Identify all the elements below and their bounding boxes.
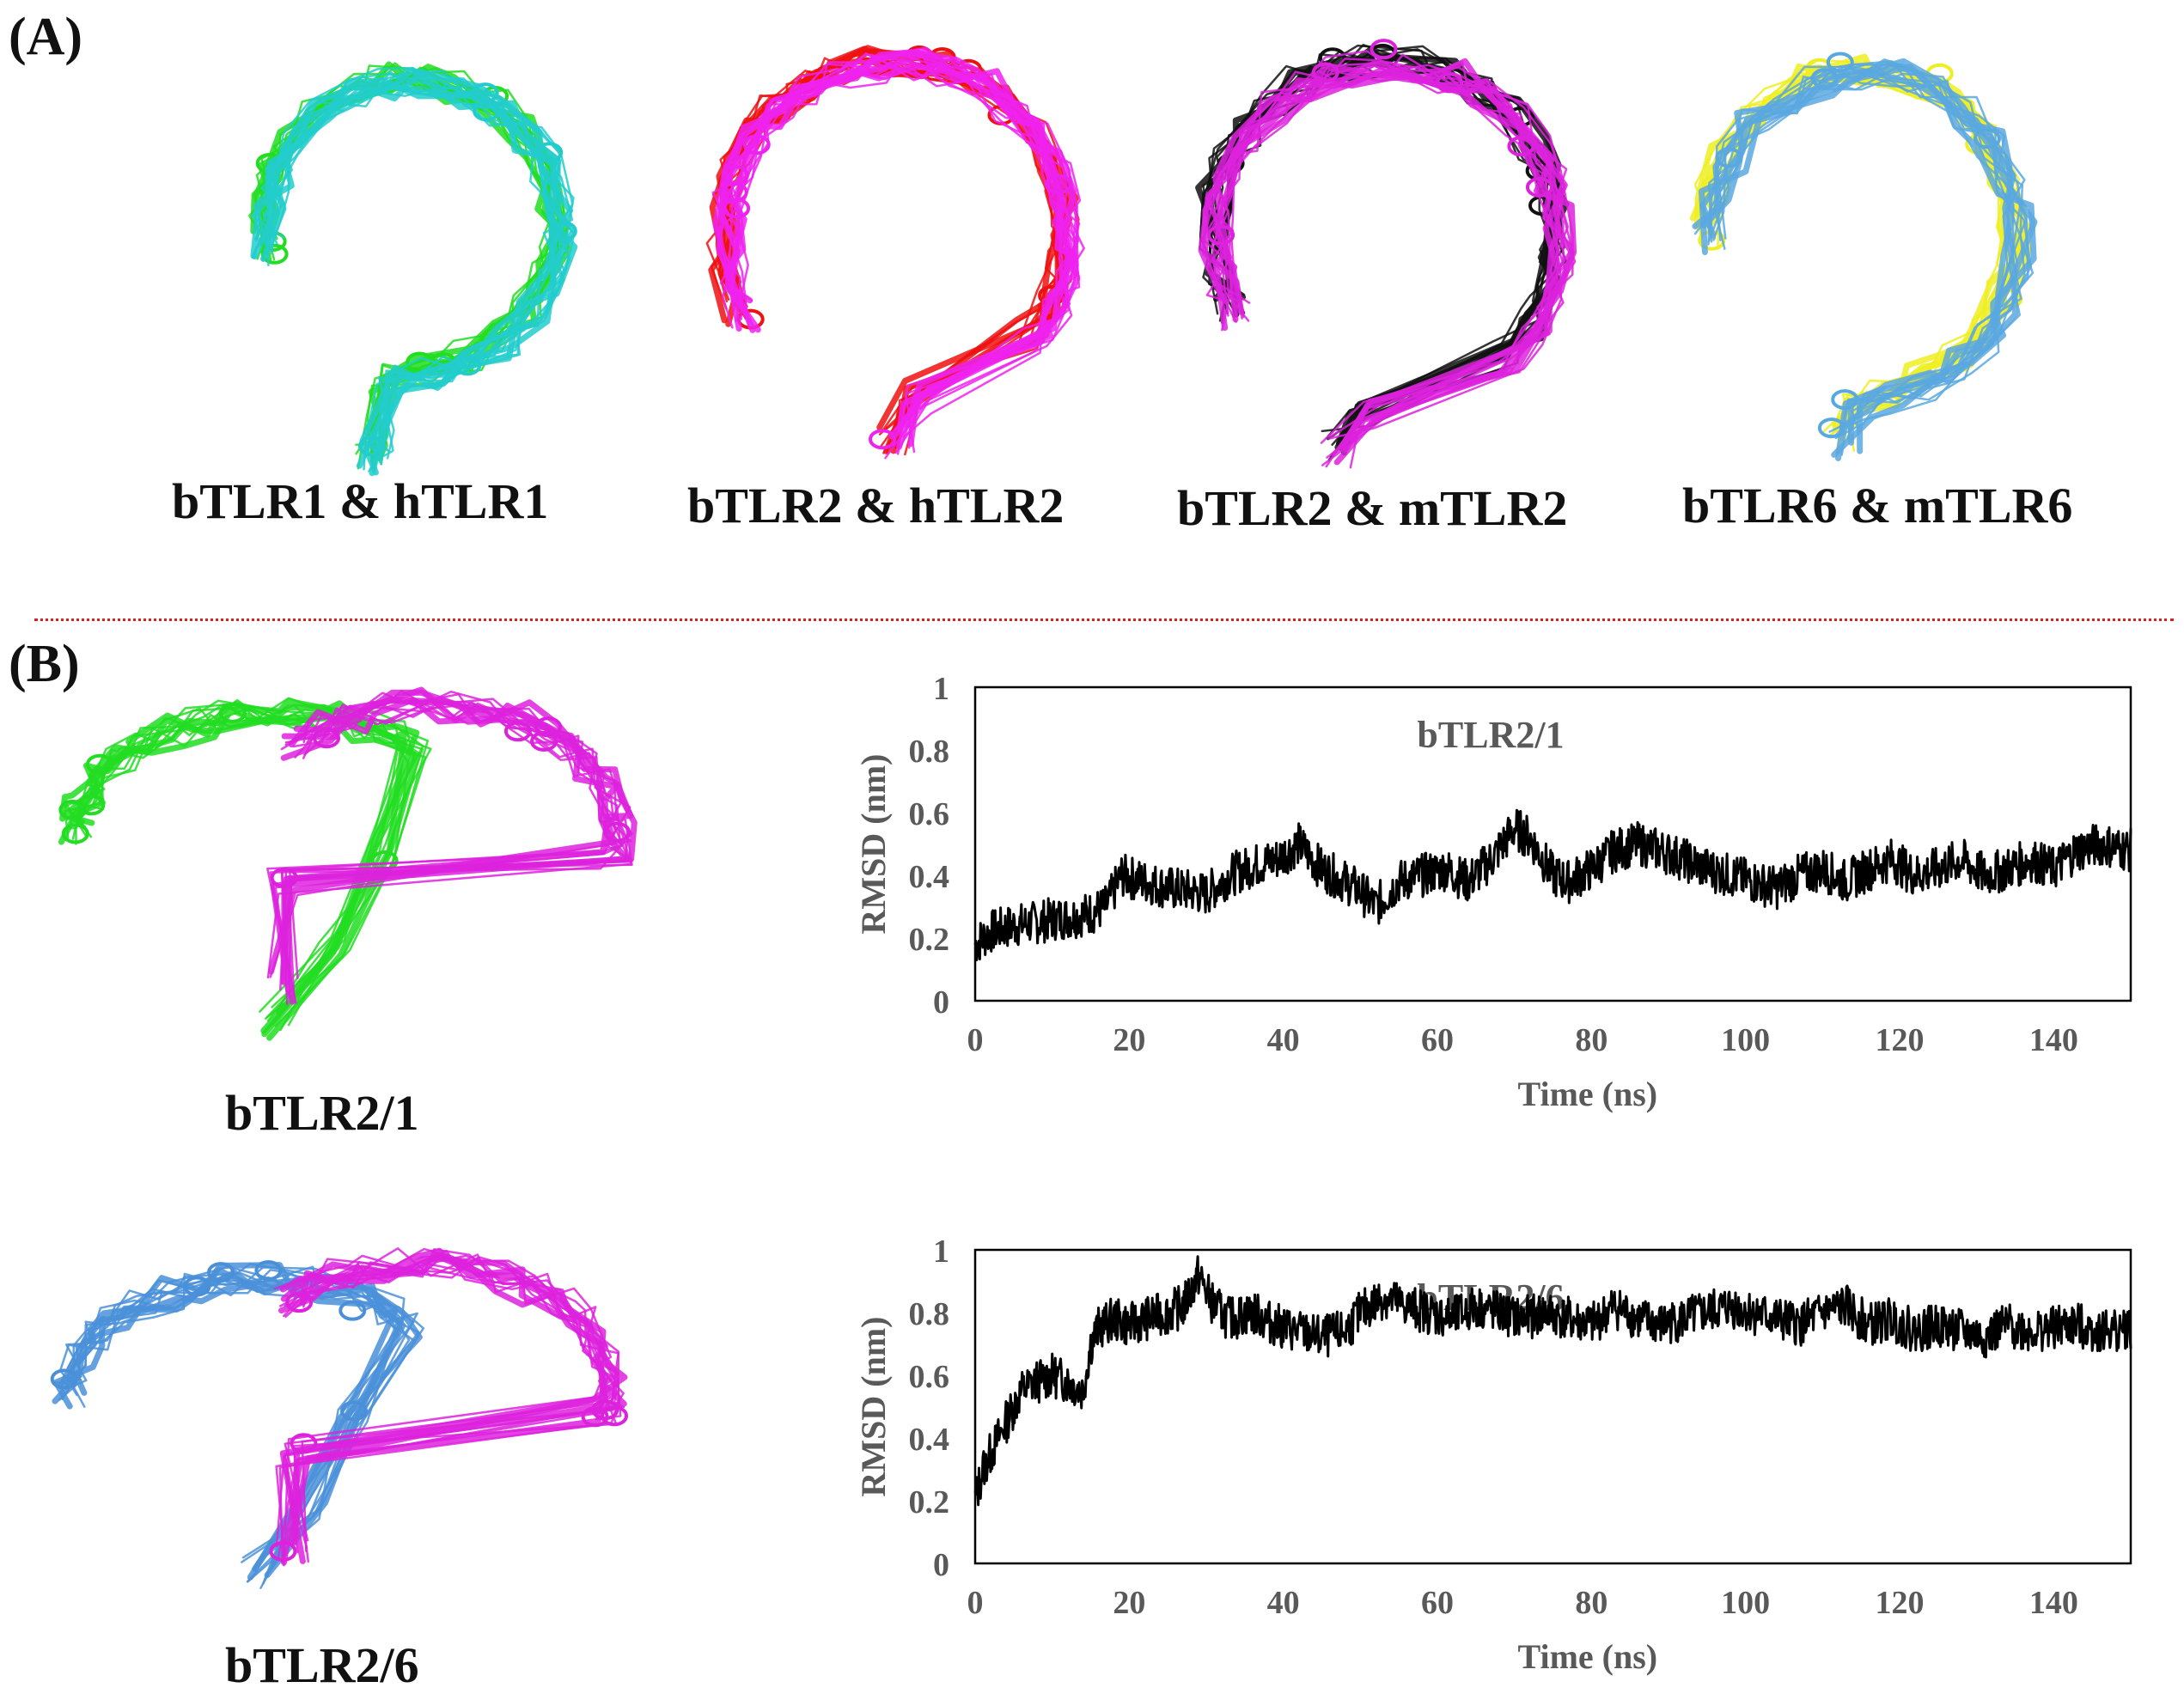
protein-complex-btlr2-1 (58, 686, 638, 1041)
x-tick-label: 60 (1421, 1585, 1454, 1621)
structure-label-btlr2-htlr2: bTLR2 & hTLR2 (687, 478, 1065, 533)
x-tick-label: 100 (1721, 1022, 1770, 1058)
x-tick-label: 80 (1575, 1022, 1607, 1058)
rmsd-series-line (973, 1255, 2132, 1507)
x-tick-label: 40 (1267, 1022, 1300, 1058)
y-tick-label: 0 (933, 1547, 949, 1583)
x-tick-label: 120 (1876, 1585, 1925, 1621)
y-tick-label: 1 (933, 1234, 949, 1270)
structure-label-btlr2-mtlr2: bTLR2 & mTLR2 (1177, 480, 1568, 536)
protein-structure-btlr1-htlr1 (247, 61, 578, 477)
y-tick-label: 0.2 (909, 1484, 950, 1520)
rmsd-chart-btlr2-6: bTLR2/600.20.40.60.810 20 40 60 80 100 120 140T… (854, 1234, 2132, 1676)
x-tick-label: 20 (1113, 1585, 1145, 1621)
panel-a-label: (A) (9, 8, 83, 66)
x-tick-label: 0 (967, 1585, 984, 1621)
y-tick-label: 0 (933, 984, 949, 1021)
x-tick-label: 60 (1421, 1022, 1454, 1058)
x-tick-label: 120 (1876, 1022, 1925, 1058)
protein-structure-btlr6-mtlr6 (1689, 52, 2038, 461)
complex-label-btlr2-6: bTLR2/6 (225, 1637, 419, 1693)
x-tick-label: 140 (2029, 1585, 2078, 1621)
y-tick-label: 1 (933, 671, 949, 707)
y-axis-label: RMSD (nm) (854, 754, 893, 935)
y-tick-label: 0.4 (909, 1422, 950, 1458)
y-tick-label: 0.6 (909, 796, 950, 832)
x-axis-label: Time (ns) (1518, 1075, 1658, 1113)
y-tick-label: 0.8 (909, 1296, 950, 1332)
panel-b-label: (B) (9, 635, 80, 693)
complex-label-btlr2-1: bTLR2/1 (225, 1085, 419, 1141)
panel-divider (34, 618, 2174, 621)
protein-structure-btlr2-mtlr2 (1195, 39, 1577, 469)
structure-label-btlr1-htlr1: bTLR1 & hTLR1 (172, 473, 549, 529)
protein-complex-btlr2-6 (50, 1247, 629, 1589)
chart-title: bTLR2/1 (1417, 714, 1564, 756)
x-tick-label: 20 (1113, 1022, 1145, 1058)
y-tick-label: 0.2 (909, 922, 950, 958)
y-axis-label: RMSD (nm) (854, 1317, 893, 1497)
rmsd-series-line (973, 808, 2132, 961)
protein-structure-btlr2-htlr2 (705, 45, 1085, 460)
y-tick-label: 0.8 (909, 734, 950, 770)
x-tick-label: 0 (967, 1022, 984, 1058)
y-tick-label: 0.6 (909, 1359, 950, 1395)
x-tick-label: 140 (2029, 1022, 2078, 1058)
structure-label-btlr6-mtlr6: bTLR6 & mTLR6 (1682, 478, 2073, 533)
x-tick-label: 40 (1267, 1585, 1300, 1621)
x-tick-label: 100 (1721, 1585, 1770, 1621)
x-tick-label: 80 (1575, 1585, 1607, 1621)
rmsd-chart-btlr2-1: bTLR2/1 0 0.2 0.4 0.6 0.8 1 0 20 40 60 80 100 120 140 T… (854, 671, 2132, 1113)
x-axis-label: Time (ns) (1518, 1637, 1658, 1676)
y-tick-label: 0.4 (909, 859, 950, 895)
